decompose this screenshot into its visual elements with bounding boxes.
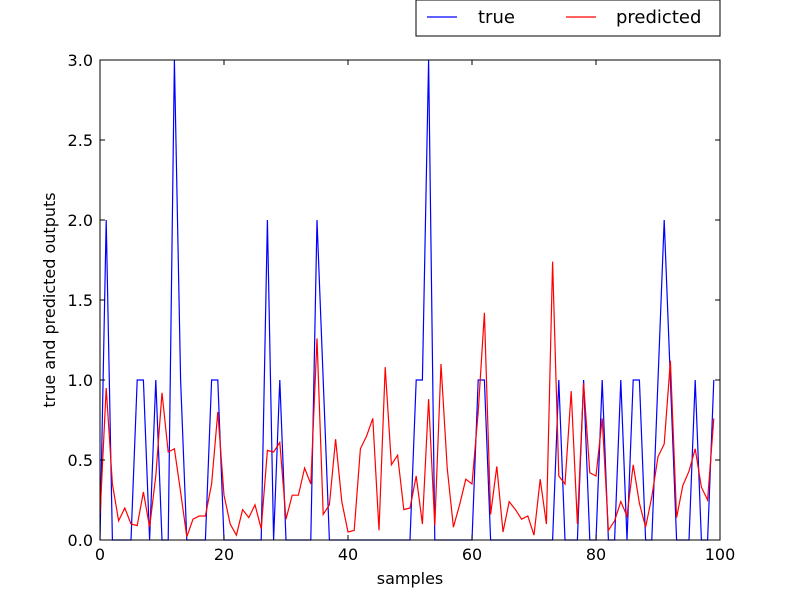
legend: true predicted [415, 0, 721, 37]
y-tick-label: 2.5 [68, 131, 93, 150]
y-tick-label: 1.5 [68, 291, 93, 310]
y-tick-label: 3.0 [68, 51, 93, 70]
y-tick-label: 0.5 [68, 451, 93, 470]
legend-label-predicted: predicted [616, 7, 701, 28]
legend-frame [415, 0, 721, 37]
series-line-predicted [99, 261, 715, 537]
y-tick-label: 2.0 [68, 211, 93, 230]
x-tick-label: 40 [338, 545, 358, 564]
y-axis-label: true and predicted outputs [40, 192, 59, 407]
x-tick-label: 20 [214, 545, 234, 564]
x-axis-label: samples [377, 569, 444, 588]
plot-area: 0 20 40 60 80 100 0.0 0.5 1.0 1.5 2.0 2.5 3.0 [68, 51, 736, 564]
x-tick-label: 0 [95, 545, 105, 564]
x-tick-label: 100 [705, 545, 736, 564]
legend-label-true: true [478, 7, 515, 28]
y-tick-label: 0.0 [68, 531, 93, 550]
y-tick-label: 1.0 [68, 371, 93, 390]
x-tick-label: 60 [462, 545, 482, 564]
x-tick-label: 80 [586, 545, 606, 564]
